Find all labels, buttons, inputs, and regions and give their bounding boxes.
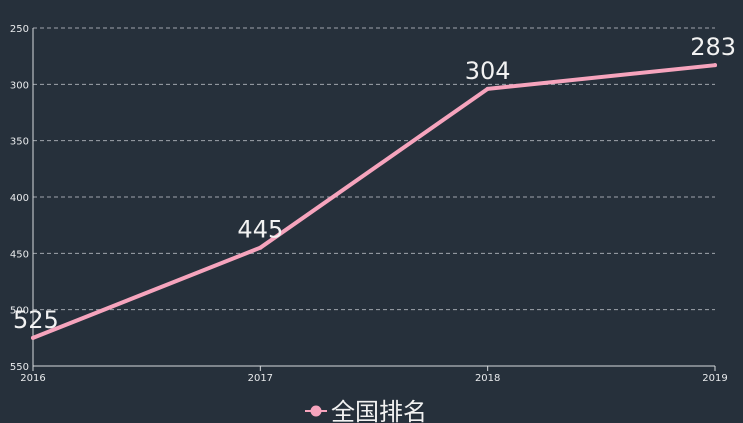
x-tick-label: 2016 [20,373,45,384]
data-labels: 525 445 304 283 [13,33,736,334]
data-point[interactable] [485,86,490,91]
y-tick-label: 300 [10,80,29,91]
x-tick-label: 2019 [702,373,727,384]
y-tick-label: 500 [10,306,29,317]
data-label: 304 [465,57,511,85]
grid-lines [33,27,715,311]
data-label: 283 [690,33,736,61]
series-layer [31,63,717,340]
y-tick-label: 350 [10,137,29,148]
x-tick-label: 2018 [475,373,500,384]
y-tick-label: 250 [10,24,29,35]
legend-marker-icon [310,405,322,417]
x-tick-label: 2017 [248,373,273,384]
data-point[interactable] [713,63,717,68]
legend-label[interactable]: 全国排名 [331,398,427,423]
data-label: 445 [237,216,283,244]
data-label: 525 [13,306,59,334]
y-tick-label: 550 [10,362,29,373]
y-tick-label: 400 [10,193,29,204]
y-tick-label: 450 [10,249,29,260]
series-line[interactable] [31,63,717,340]
data-point[interactable] [31,335,35,340]
legend[interactable]: 全国排名 [305,398,427,423]
data-point[interactable] [258,245,263,250]
